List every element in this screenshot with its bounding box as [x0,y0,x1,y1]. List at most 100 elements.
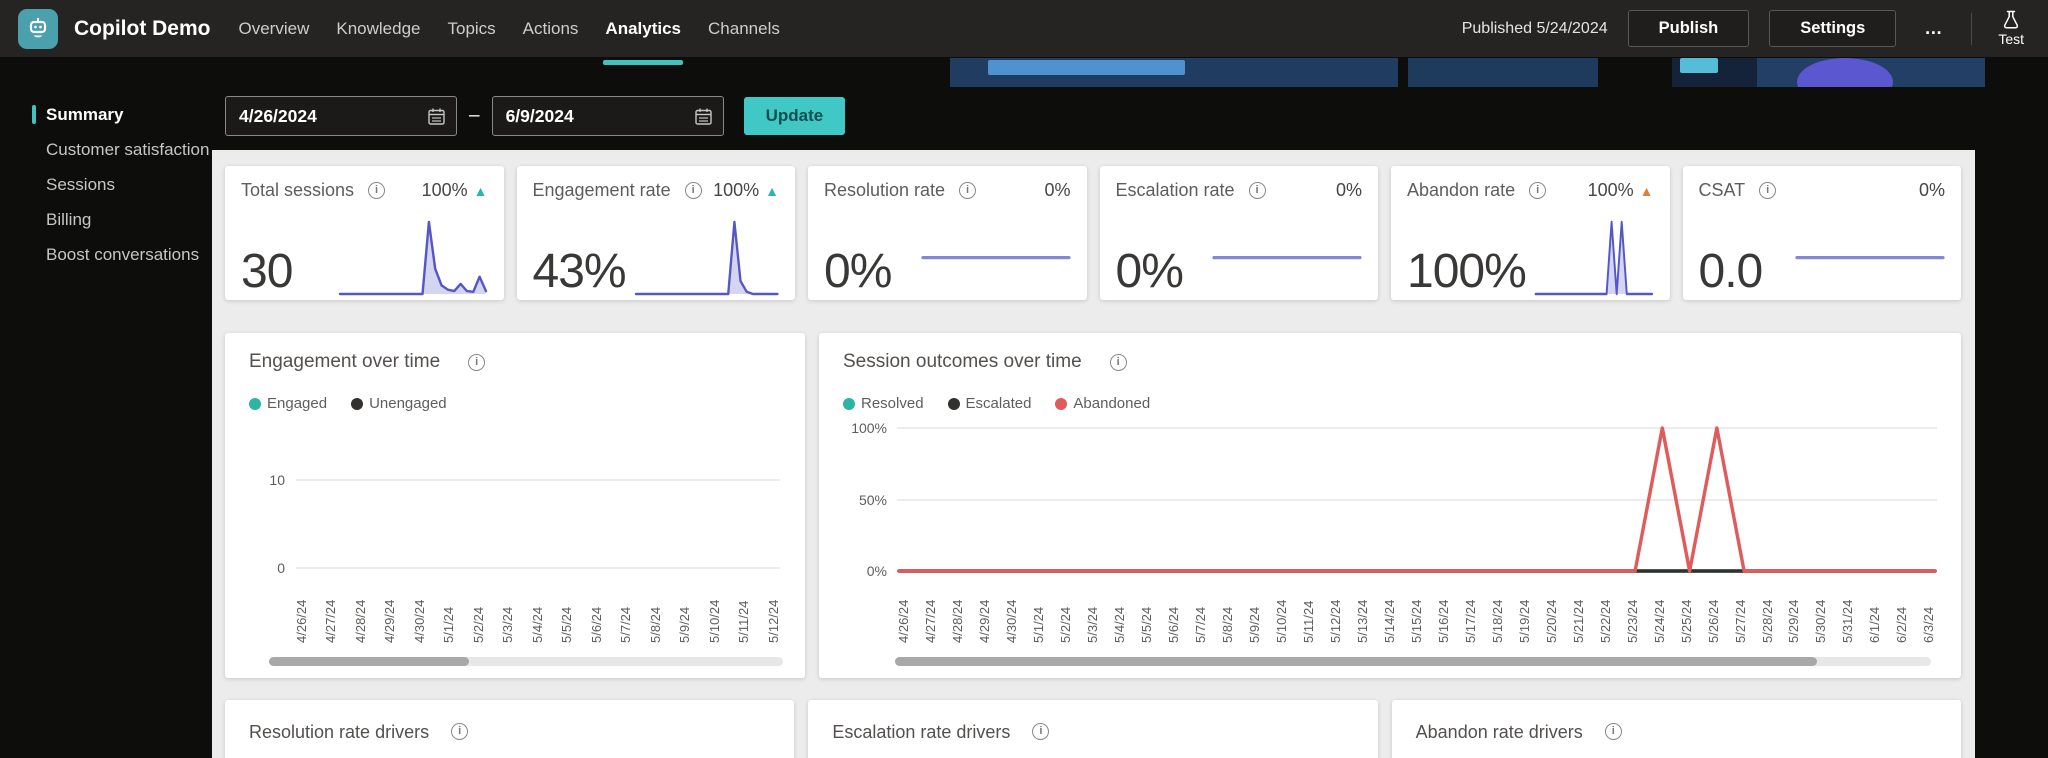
nav-tab-knowledge[interactable]: Knowledge [336,18,421,38]
info-icon[interactable]: i [1604,723,1622,740]
end-date-field[interactable] [491,96,724,136]
x-axis-tick: 5/13/24 [1354,599,1370,643]
engagement-plot [295,479,781,569]
bot-avatar-icon[interactable] [18,8,58,49]
info-icon[interactable]: i [368,182,386,199]
x-axis-tick: 5/28/24 [1759,599,1775,643]
banner-fragment [988,60,1185,75]
scrollbar-thumb[interactable] [895,657,1818,666]
start-date-input[interactable] [239,105,427,127]
x-axis-tick: 5/6/24 [588,606,604,643]
x-axis-tick: 4/27/24 [323,599,339,643]
sidebar-item-sessions[interactable]: Sessions [46,175,115,194]
info-icon[interactable]: i [1529,182,1547,199]
x-axis-tick: 6/3/24 [1921,606,1937,643]
engagement-over-time-card: Engagement over time i Engaged Unengaged… [225,333,805,678]
resolution-rate-drivers-card: Resolution rate drivers i [225,700,795,758]
info-icon[interactable]: i [468,353,486,371]
x-axis-tick: 5/4/24 [529,606,545,643]
y-axis: 10 0 [249,422,295,576]
sidebar-item-summary[interactable]: Summary [0,97,212,132]
nav-tab-topics[interactable]: Topics [447,18,496,38]
trend-up-icon: ▲ [473,182,488,199]
sidebar-item-boost-conversations[interactable]: Boost conversations [46,245,200,264]
kpi-value: 100% [1407,244,1527,298]
legend-item-escalated: Escalated [947,395,1031,412]
scrollbar-thumb[interactable] [269,657,470,666]
info-icon[interactable]: i [1248,182,1266,199]
x-axis-tick: 5/18/24 [1489,599,1505,643]
kpi-title: Total sessions [241,180,355,200]
x-axis-tick: 5/29/24 [1786,599,1802,643]
x-axis-tick: 6/1/24 [1867,606,1883,643]
charts-row: Engagement over time i Engaged Unengaged… [225,333,1961,678]
trend-up-icon: ▲ [765,182,779,199]
start-date-field[interactable] [225,96,457,136]
settings-button[interactable]: Settings [1769,10,1897,47]
nav-tab-channels[interactable]: Channels [708,18,780,38]
x-axis-tick: 4/27/24 [922,599,938,643]
y-axis-tick: 10 [269,472,285,488]
legend-item-abandoned: Abandoned [1055,395,1150,412]
info-icon[interactable]: i [959,182,977,199]
info-icon[interactable]: i [451,723,469,740]
kpi-value: 30 [241,244,293,298]
escalation-rate-drivers-card: Escalation rate drivers i [808,700,1378,758]
kpi-card-total-sessions: Total sessions i 100% ▲ 30 [225,166,504,300]
kpi-delta: 100% ▲ [421,180,488,200]
x-axis-tick: 5/7/24 [1192,606,1208,643]
x-axis: 4/26/24 4/27/24 4/28/24 4/29/24 4/30/24 5/1/2… [896,579,1937,643]
top-header: Copilot Demo Overview Knowledge Topics A… [0,0,2048,65]
y-axis-tick: 0% [866,563,887,579]
info-icon[interactable]: i [1759,182,1777,199]
test-label: Test [1998,31,2024,47]
kpi-sparkline [338,220,487,296]
x-axis-tick: 5/6/24 [1165,606,1181,643]
x-axis-tick: 4/28/24 [949,599,965,643]
info-icon[interactable]: i [1109,353,1127,371]
x-axis-tick: 5/15/24 [1408,599,1424,643]
legend-dot [1055,397,1068,410]
kpi-value: 0% [1115,244,1184,298]
calendar-icon[interactable] [694,107,713,126]
nav-tab-actions[interactable]: Actions [522,18,579,38]
end-date-input[interactable] [505,105,694,127]
x-axis-tick: 4/30/24 [411,599,427,643]
calendar-icon[interactable] [427,107,446,126]
legend-dot [843,397,855,410]
kpi-title: Engagement rate [532,180,671,200]
x-axis-tick: 6/2/24 [1894,606,1910,643]
x-axis-tick: 5/3/24 [500,606,516,643]
x-axis-tick: 5/14/24 [1381,599,1397,643]
kpi-card-abandon-rate: Abandon rate i 100% ▲ 100% [1391,166,1670,300]
x-axis-tick: 5/5/24 [559,606,575,643]
chart-horizontal-scrollbar[interactable] [895,657,1931,666]
nav-tab-analytics[interactable]: Analytics [603,18,683,65]
update-button[interactable]: Update [743,97,846,135]
analytics-panel: Total sessions i 100% ▲ 30 Engagement rat… [212,150,1975,758]
legend-item-unengaged: Unengaged [351,395,447,412]
x-axis-tick: 5/8/24 [647,606,663,643]
info-icon[interactable]: i [1032,723,1050,740]
kpi-sparkline [1212,255,1362,260]
publish-button[interactable]: Publish [1627,10,1750,47]
banner-fragment [1680,58,1718,73]
kpi-sparkline [1534,220,1653,296]
x-axis-tick: 5/11/24 [736,600,752,643]
kpi-sparkline [634,220,779,296]
x-axis-tick: 5/8/24 [1219,606,1235,643]
nav-tab-overview[interactable]: Overview [238,18,310,38]
kpi-card-csat: CSAT i 0% 0.0 [1682,166,1961,300]
kpi-title: Resolution rate [824,180,946,200]
x-axis-tick: 5/4/24 [1111,606,1127,643]
kpi-delta: 100% ▲ [1587,180,1654,200]
banner-fragment [1408,58,1598,87]
x-axis-tick: 5/16/24 [1435,599,1451,643]
chart-legend: Resolved Escalated Abandoned [843,395,1937,412]
sidebar-item-customer-satisfaction[interactable]: Customer satisfaction [46,140,210,159]
more-options-button[interactable]: … [1924,18,1944,38]
sidebar-item-billing[interactable]: Billing [46,210,92,229]
info-icon[interactable]: i [684,182,702,199]
test-bot-button[interactable]: Test [1992,10,2030,47]
chart-horizontal-scrollbar[interactable] [269,657,783,666]
